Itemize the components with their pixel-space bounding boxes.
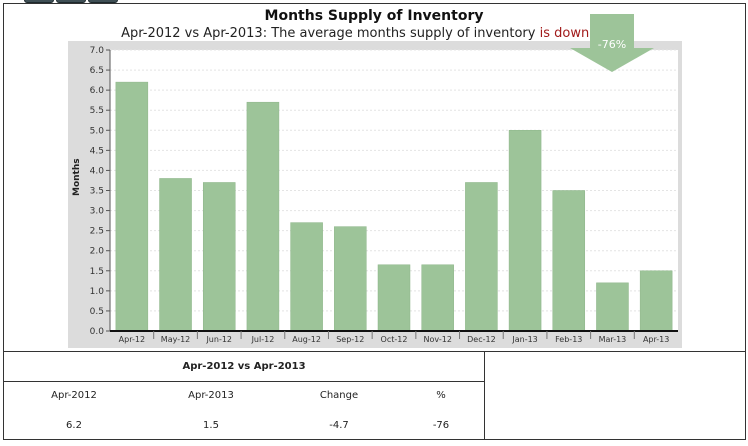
value-apr-2013: 1.5: [203, 420, 219, 431]
bar: [596, 282, 629, 332]
down-arrow-shape: [570, 14, 654, 72]
y-tick-label: 5.0: [90, 126, 105, 136]
y-tick-label: 6.0: [90, 86, 105, 96]
y-tick-label: 1.5: [90, 267, 104, 277]
y-axis-label: Months: [72, 158, 82, 196]
y-tick-label: 0.0: [90, 327, 105, 337]
label-percent: %: [436, 390, 446, 401]
bar: [334, 226, 367, 332]
bar-chart: 0.0 0.5 1.0 1.5 2.0 2.5 3.0 3.5 4.0 4.5 5.0 5.5 6.0 6…: [90, 46, 678, 344]
x-tick-label: Apr-13: [643, 335, 669, 344]
x-tick-label: May-12: [161, 335, 190, 344]
bar: [508, 130, 542, 332]
y-tick-label: 0.5: [90, 307, 104, 317]
bar: [202, 182, 236, 332]
comparison-header: Apr-2012 vs Apr-2013: [4, 352, 484, 382]
chart-area: 0.0 0.5 1.0 1.5 2.0 2.5 3.0 3.5 4.0 4.5 5.0 5.5 6.0 6…: [68, 41, 682, 348]
bar: [377, 264, 411, 332]
x-tick-label: Jul-12: [251, 335, 275, 344]
y-tick-label: 7.0: [90, 46, 105, 56]
y-tick-label: 2.5: [90, 227, 104, 237]
x-tick-label: Jan-13: [511, 335, 537, 344]
y-tick-label: 3.5: [90, 187, 104, 197]
bar: [465, 182, 498, 332]
bar: [552, 190, 586, 332]
subtitle-text: Apr-2012 vs Apr-2013: The average months…: [121, 26, 536, 41]
y-tick-label: 1.0: [90, 287, 105, 297]
chart-title: Months Supply of Inventory: [264, 8, 484, 24]
bar: [159, 178, 192, 332]
y-tick-label: 4.5: [90, 146, 104, 156]
y-tick-label: 3.0: [90, 207, 105, 217]
x-tick-label: Sep-12: [336, 335, 364, 344]
toolbar-button-2[interactable]: [56, 0, 86, 3]
y-tick-label: 4.0: [90, 166, 105, 176]
y-tick-label: 6.5: [90, 66, 104, 76]
comparison-table: Apr-2012 vs Apr-2013 Apr-2012 Apr-2013 C…: [4, 352, 485, 439]
toolbar-button-1[interactable]: [24, 0, 54, 3]
x-tick-label: Jun-12: [205, 335, 232, 344]
label-apr-2013: Apr-2013: [188, 390, 234, 401]
toolbar-button-3[interactable]: [88, 0, 118, 3]
value-percent: -76: [432, 420, 450, 431]
bar: [639, 270, 673, 332]
arrow-percent-text: -76%: [597, 38, 627, 51]
x-tick-label: Nov-12: [423, 335, 451, 344]
x-tick-label: Dec-12: [467, 335, 496, 344]
bar: [246, 101, 280, 332]
x-tick-label: Mar-13: [599, 335, 627, 344]
x-tick-label: Feb-13: [555, 335, 582, 344]
x-tick-label: Apr-12: [119, 335, 145, 344]
value-change: -4.7: [329, 420, 349, 431]
label-apr-2012: Apr-2012: [51, 390, 97, 401]
chart-frame: [3, 3, 746, 351]
value-apr-2012: 6.2: [66, 420, 82, 431]
down-arrow-icon: [570, 14, 654, 72]
x-tick-label: Oct-12: [381, 335, 408, 344]
label-change: Change: [319, 390, 359, 401]
bar: [115, 81, 149, 332]
y-tick-label: 2.0: [90, 247, 105, 257]
bar: [421, 264, 454, 332]
comparison-panel: Apr-2012 vs Apr-2013 Apr-2012 Apr-2013 C…: [3, 351, 746, 440]
y-tick-label: 5.5: [90, 106, 104, 116]
bar: [290, 222, 323, 332]
x-tick-label: Aug-12: [292, 335, 321, 344]
top-toolbar: [24, 0, 118, 3]
